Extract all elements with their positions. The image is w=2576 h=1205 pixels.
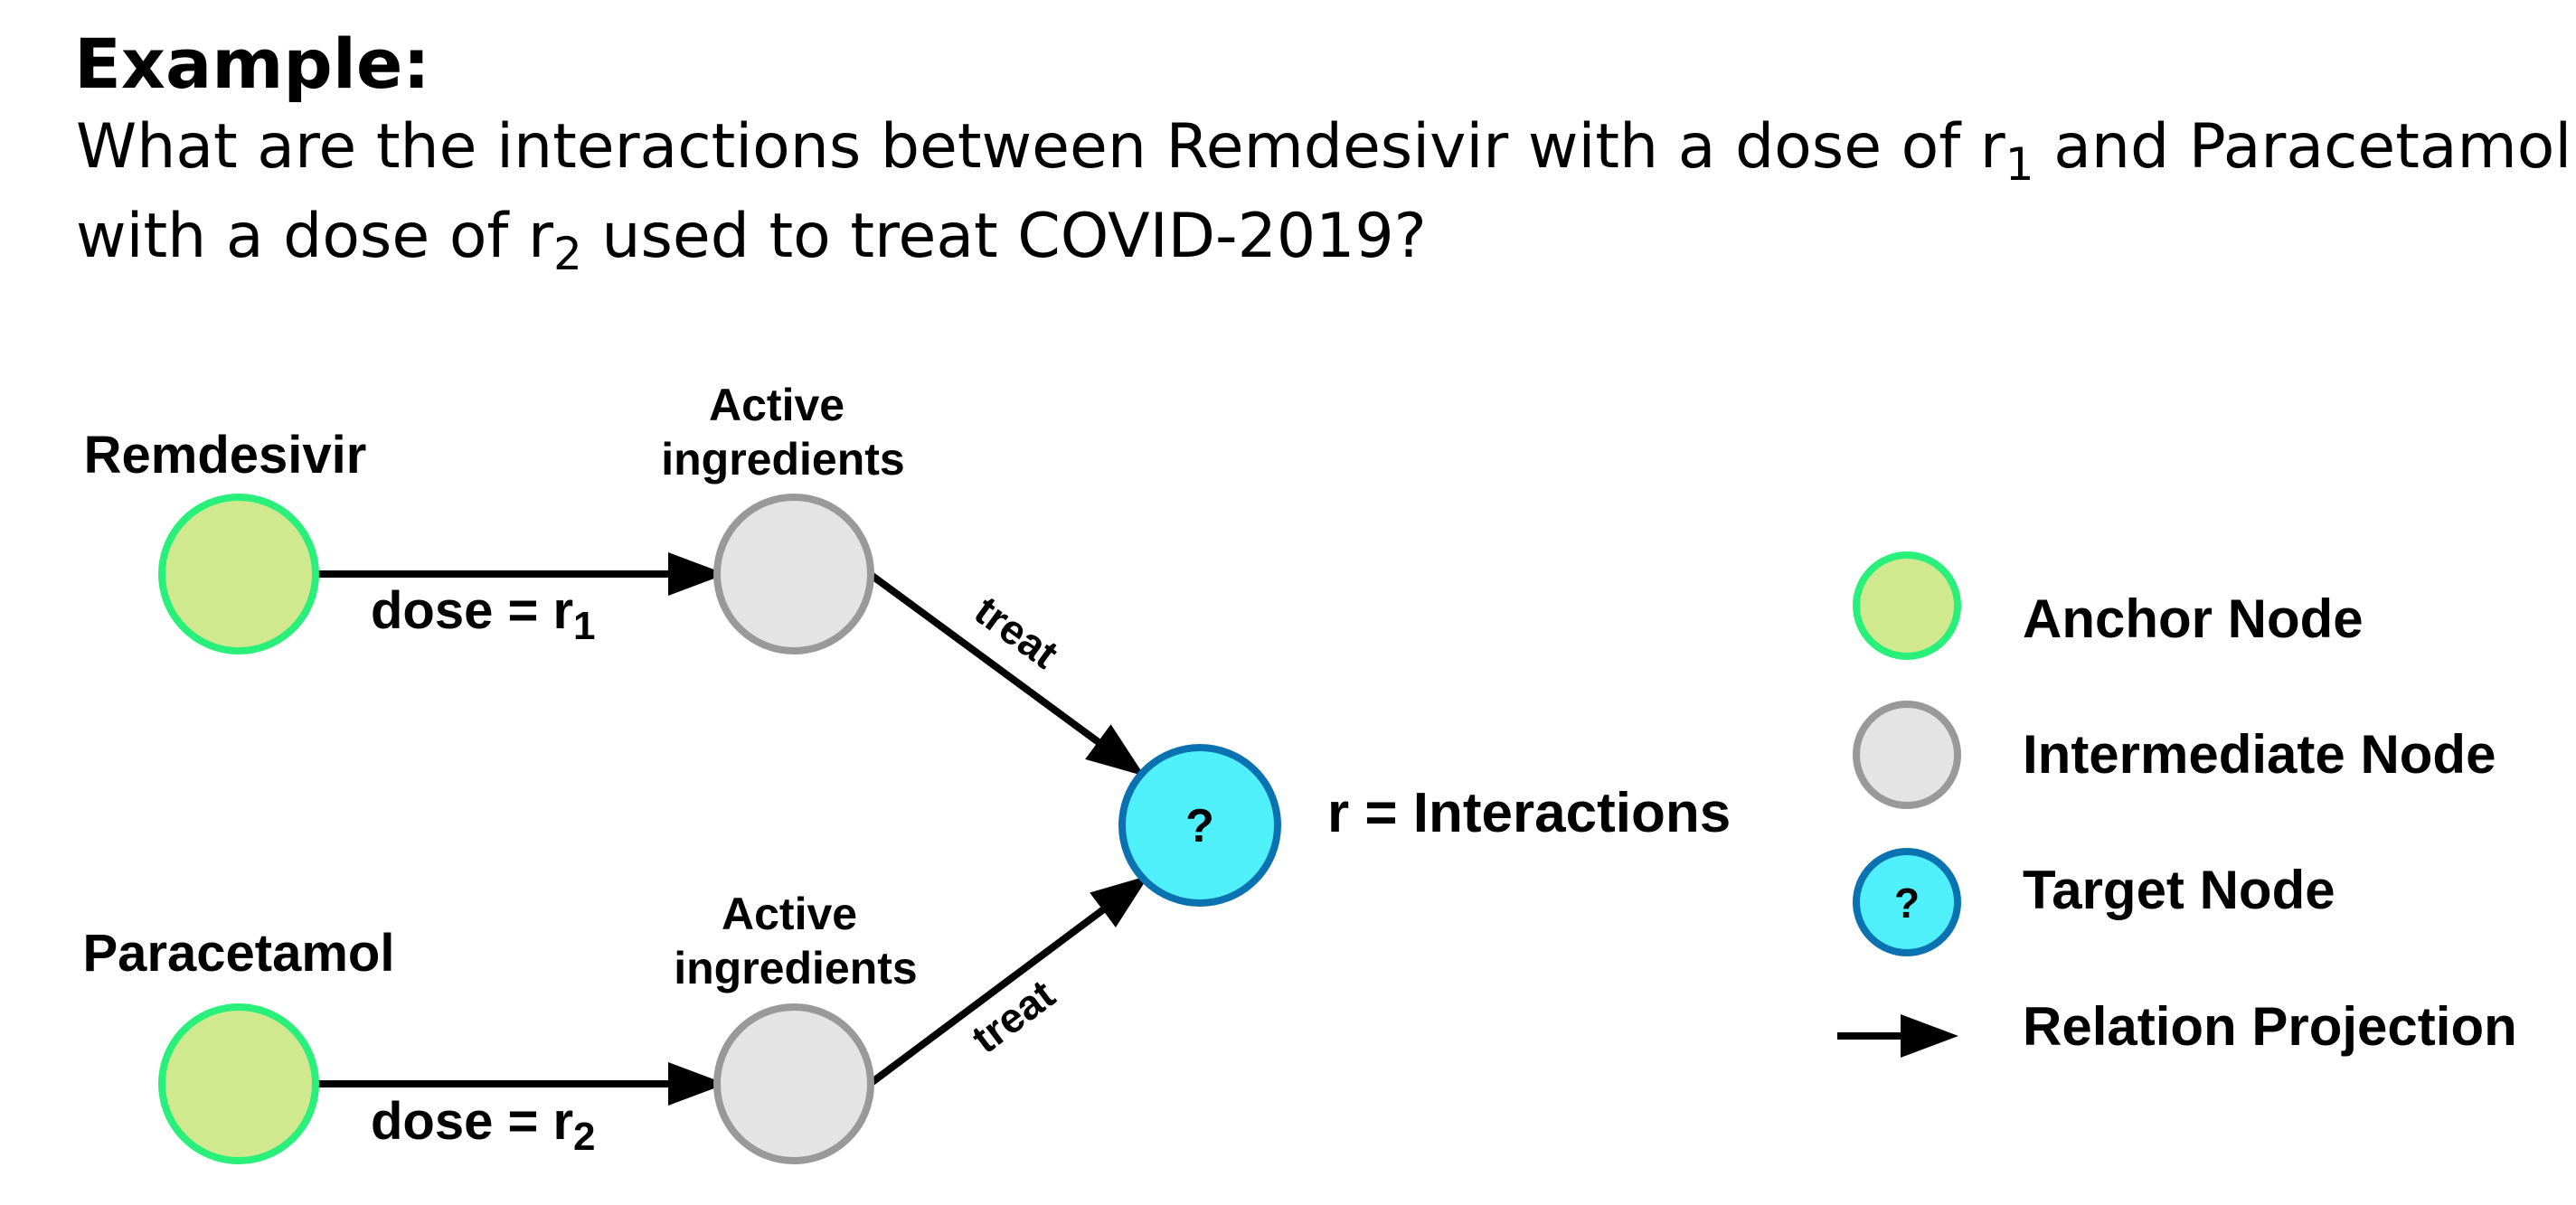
edge-label-treat-top: treat <box>967 587 1067 678</box>
legend-relation-label: Relation Projection <box>2023 996 2517 1057</box>
legend-target-symbol: ? <box>1894 880 1920 927</box>
legend-intermediate-swatch <box>1853 701 1961 809</box>
anchor-label-paracetamol: Paracetamol <box>83 924 395 983</box>
anchor-label-remdesivir: Remdesivir <box>84 426 367 485</box>
legend-intermediate-label: Intermediate Node <box>2023 724 2496 785</box>
anchor-node-paracetamol <box>158 1003 319 1164</box>
intermediate-label-top: Active ingredients <box>661 380 904 485</box>
legend-anchor-swatch <box>1853 551 1961 660</box>
question-line-2: with a dose of r2 used to treat COVID-20… <box>76 201 1427 280</box>
edge-treat-top-arrow <box>867 570 1145 777</box>
target-node-symbol: ? <box>1185 800 1214 852</box>
legend-target-label: Target Node <box>2023 860 2335 920</box>
target-node <box>1118 744 1281 907</box>
edge-label-dose-r2: dose = r2 <box>371 1092 596 1159</box>
edge-label-treat-bottom: treat <box>963 970 1063 1062</box>
intermediate-node-bottom <box>713 1003 874 1164</box>
legend-anchor-label: Anchor Node <box>2023 588 2364 649</box>
legend: Anchor Node Intermediate Node ? Target N… <box>1837 551 2517 1058</box>
question-line-1: What are the interactions between Remdes… <box>76 111 2571 191</box>
legend-target-swatch <box>1853 848 1961 956</box>
intermediate-label-bottom: Active ingredients <box>674 889 917 993</box>
intermediate-node-top <box>713 494 874 654</box>
edge-treat-bottom-arrow <box>867 875 1149 1087</box>
anchor-node-remdesivir <box>158 494 319 654</box>
example-heading: Example: <box>74 24 430 104</box>
target-caption: r = Interactions <box>1327 782 1731 844</box>
edge-label-dose-r1: dose = r1 <box>371 581 596 648</box>
